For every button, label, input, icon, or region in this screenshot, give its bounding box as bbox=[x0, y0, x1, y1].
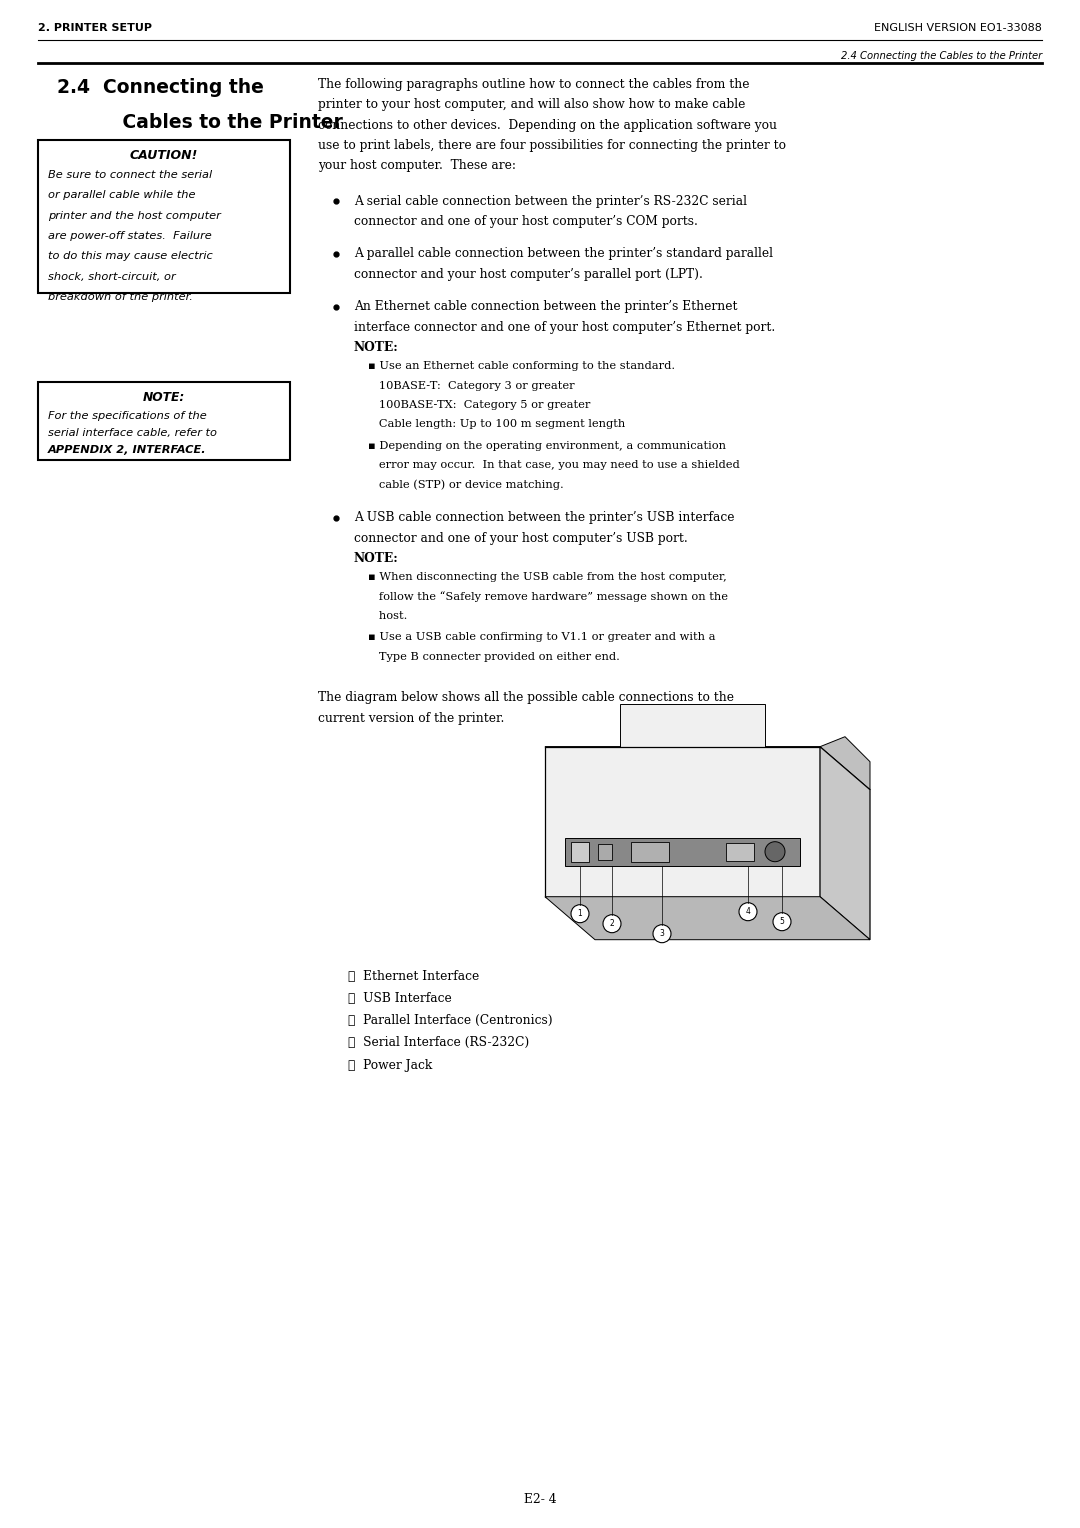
Text: connector and your host computer’s parallel port (LPT).: connector and your host computer’s paral… bbox=[354, 267, 703, 281]
Text: ▪ Use an Ethernet cable conforming to the standard.: ▪ Use an Ethernet cable conforming to th… bbox=[368, 361, 675, 371]
Text: 4: 4 bbox=[745, 908, 751, 917]
Text: 10BASE-T:  Category 3 or greater: 10BASE-T: Category 3 or greater bbox=[368, 380, 575, 391]
Bar bbox=[726, 843, 754, 860]
Text: 2.4 Connecting the Cables to the Printer: 2.4 Connecting the Cables to the Printer bbox=[840, 50, 1042, 61]
Text: use to print labels, there are four possibilities for connecting the printer to: use to print labels, there are four poss… bbox=[318, 139, 786, 153]
Text: host.: host. bbox=[368, 611, 407, 620]
Polygon shape bbox=[545, 747, 820, 897]
Text: are power-off states.  Failure: are power-off states. Failure bbox=[48, 231, 212, 241]
Bar bbox=[38, 141, 291, 293]
Polygon shape bbox=[620, 704, 765, 747]
Text: NOTE:: NOTE: bbox=[354, 341, 399, 354]
Bar bbox=[631, 842, 669, 862]
Text: 1: 1 bbox=[578, 909, 582, 918]
Text: current version of the printer.: current version of the printer. bbox=[318, 712, 504, 724]
Text: ②  USB Interface: ② USB Interface bbox=[348, 992, 451, 1005]
Text: printer and the host computer: printer and the host computer bbox=[48, 211, 220, 220]
Text: ▪ Depending on the operating environment, a communication: ▪ Depending on the operating environment… bbox=[368, 442, 726, 451]
Text: cable (STP) or device matching.: cable (STP) or device matching. bbox=[368, 480, 564, 490]
Text: follow the “Safely remove hardware” message shown on the: follow the “Safely remove hardware” mess… bbox=[368, 591, 728, 602]
Text: NOTE:: NOTE: bbox=[354, 552, 399, 565]
Bar bbox=[598, 843, 612, 860]
Polygon shape bbox=[545, 747, 870, 790]
Text: serial interface cable, refer to: serial interface cable, refer to bbox=[48, 428, 217, 439]
Text: CAUTION!: CAUTION! bbox=[130, 150, 199, 162]
Polygon shape bbox=[545, 897, 870, 940]
Circle shape bbox=[773, 912, 791, 931]
Text: Cables to the Printer: Cables to the Printer bbox=[90, 113, 342, 131]
Bar bbox=[38, 382, 291, 460]
Text: E2- 4: E2- 4 bbox=[524, 1493, 556, 1507]
Circle shape bbox=[571, 905, 589, 923]
Text: your host computer.  These are:: your host computer. These are: bbox=[318, 159, 516, 173]
Text: NOTE:: NOTE: bbox=[143, 391, 185, 403]
Polygon shape bbox=[820, 736, 870, 790]
Text: 2: 2 bbox=[609, 920, 615, 927]
Text: 2. PRINTER SETUP: 2. PRINTER SETUP bbox=[38, 23, 152, 34]
Text: connector and one of your host computer’s COM ports.: connector and one of your host computer’… bbox=[354, 215, 698, 228]
Text: ▪ Use a USB cable confirming to V1.1 or greater and with a: ▪ Use a USB cable confirming to V1.1 or … bbox=[368, 633, 715, 642]
Circle shape bbox=[653, 924, 671, 943]
Text: breakdown of the printer.: breakdown of the printer. bbox=[48, 292, 193, 303]
Text: connections to other devices.  Depending on the application software you: connections to other devices. Depending … bbox=[318, 119, 777, 131]
Bar bbox=[571, 842, 589, 862]
Text: An Ethernet cable connection between the printer’s Ethernet: An Ethernet cable connection between the… bbox=[354, 299, 738, 313]
Text: ④  Serial Interface (RS-232C): ④ Serial Interface (RS-232C) bbox=[348, 1036, 529, 1050]
Text: Be sure to connect the serial: Be sure to connect the serial bbox=[48, 170, 212, 180]
Text: For the specifications of the: For the specifications of the bbox=[48, 411, 206, 422]
Text: printer to your host computer, and will also show how to make cable: printer to your host computer, and will … bbox=[318, 98, 745, 112]
Text: or parallel cable while the: or parallel cable while the bbox=[48, 191, 195, 200]
Text: interface connector and one of your host computer’s Ethernet port.: interface connector and one of your host… bbox=[354, 321, 775, 333]
Text: Cable length: Up to 100 m segment length: Cable length: Up to 100 m segment length bbox=[368, 420, 625, 429]
Text: A parallel cable connection between the printer’s standard parallel: A parallel cable connection between the … bbox=[354, 248, 773, 260]
Text: 5: 5 bbox=[780, 917, 784, 926]
Text: ▪ When disconnecting the USB cable from the host computer,: ▪ When disconnecting the USB cable from … bbox=[368, 571, 727, 582]
Polygon shape bbox=[570, 756, 831, 779]
Text: 3: 3 bbox=[660, 929, 664, 938]
Text: The diagram below shows all the possible cable connections to the: The diagram below shows all the possible… bbox=[318, 691, 734, 704]
Text: The following paragraphs outline how to connect the cables from the: The following paragraphs outline how to … bbox=[318, 78, 750, 92]
Text: Type B connecter provided on either end.: Type B connecter provided on either end. bbox=[368, 652, 620, 662]
Text: shock, short-circuit, or: shock, short-circuit, or bbox=[48, 272, 176, 281]
Text: ⑤  Power Jack: ⑤ Power Jack bbox=[348, 1059, 432, 1071]
Text: ③  Parallel Interface (Centronics): ③ Parallel Interface (Centronics) bbox=[348, 1015, 553, 1027]
Circle shape bbox=[765, 842, 785, 862]
Circle shape bbox=[603, 915, 621, 932]
Bar bbox=[565, 837, 800, 866]
Text: 2.4  Connecting the: 2.4 Connecting the bbox=[57, 78, 264, 96]
Polygon shape bbox=[820, 747, 870, 940]
Text: to do this may cause electric: to do this may cause electric bbox=[48, 252, 213, 261]
Circle shape bbox=[739, 903, 757, 921]
Text: ENGLISH VERSION EO1-33088: ENGLISH VERSION EO1-33088 bbox=[874, 23, 1042, 34]
Text: error may occur.  In that case, you may need to use a shielded: error may occur. In that case, you may n… bbox=[368, 460, 740, 471]
Text: APPENDIX 2, INTERFACE.: APPENDIX 2, INTERFACE. bbox=[48, 445, 206, 455]
Text: A serial cable connection between the printer’s RS-232C serial: A serial cable connection between the pr… bbox=[354, 194, 747, 208]
Text: A USB cable connection between the printer’s USB interface: A USB cable connection between the print… bbox=[354, 512, 734, 524]
Text: 100BASE-TX:  Category 5 or greater: 100BASE-TX: Category 5 or greater bbox=[368, 400, 591, 410]
Text: connector and one of your host computer’s USB port.: connector and one of your host computer’… bbox=[354, 532, 688, 544]
Text: ①  Ethernet Interface: ① Ethernet Interface bbox=[348, 970, 480, 983]
